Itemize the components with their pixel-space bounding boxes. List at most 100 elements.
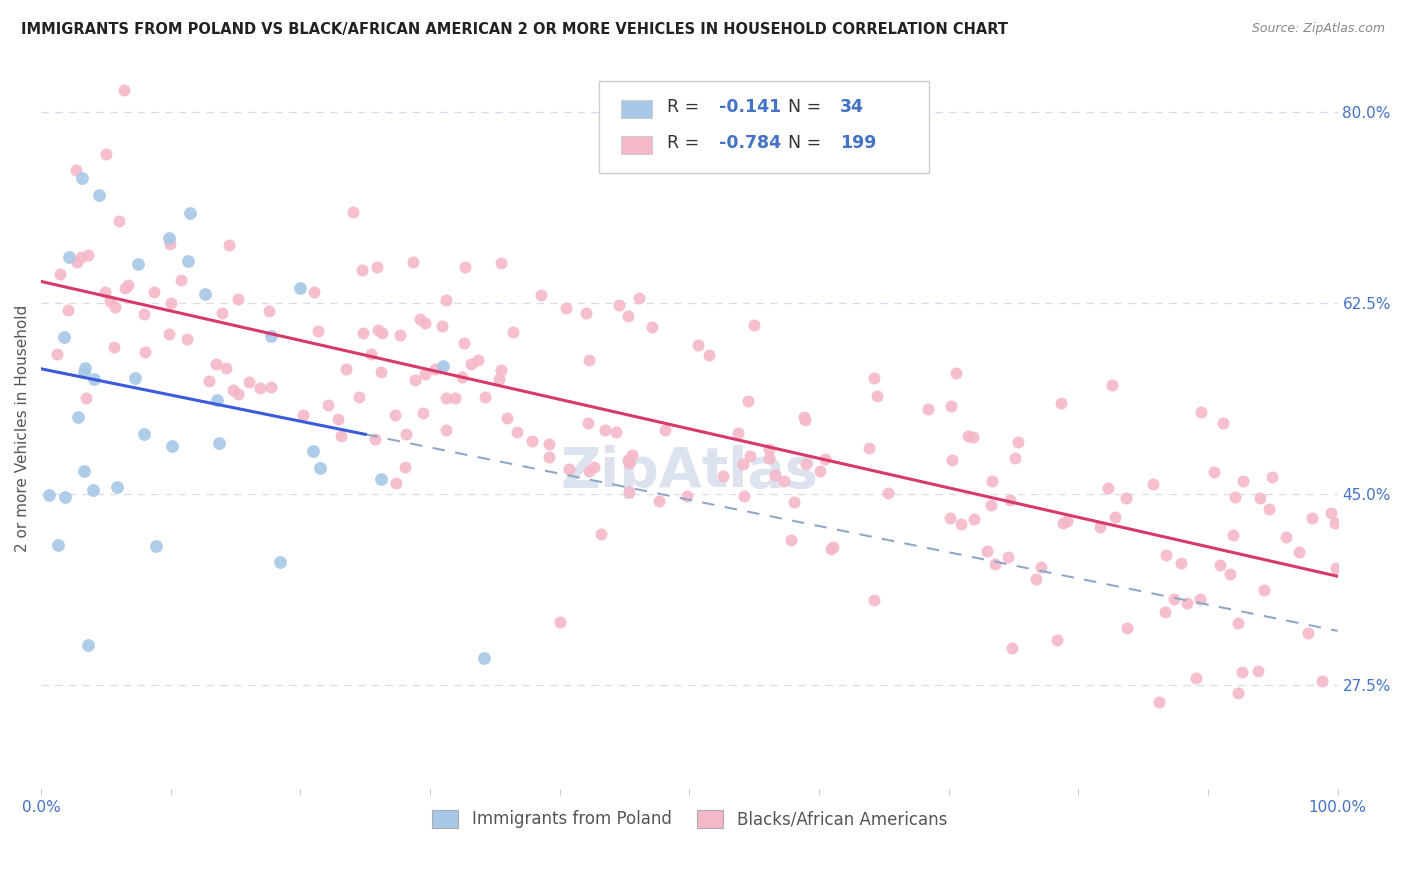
Text: R =: R = [668, 135, 704, 153]
Point [1189, 405, 1212, 419]
Point [877, 485, 900, 500]
Point [945, 366, 967, 380]
Point [1301, 511, 1323, 525]
Point [619, 456, 641, 470]
Point [1004, 450, 1026, 465]
Point [104, 300, 127, 314]
Point [616, 453, 638, 467]
Text: ZipAtlas: ZipAtlas [561, 445, 818, 500]
Point [467, 352, 489, 367]
Point [453, 336, 475, 351]
Point [204, 357, 226, 371]
Point [436, 391, 458, 405]
Point [1222, 527, 1244, 541]
Text: N =: N = [787, 135, 827, 153]
Point [620, 449, 643, 463]
Point [226, 387, 249, 401]
FancyBboxPatch shape [620, 136, 652, 153]
Point [980, 474, 1002, 488]
Point [1052, 516, 1074, 531]
Point [134, 345, 156, 359]
Point [558, 462, 581, 476]
Point [222, 383, 245, 397]
Point [412, 406, 434, 420]
Point [593, 423, 616, 437]
Point [69, 251, 91, 265]
Point [1247, 664, 1270, 678]
Point [1227, 616, 1250, 631]
Point [950, 517, 973, 532]
Point [1202, 465, 1225, 479]
Point [425, 362, 447, 376]
Point [793, 413, 815, 427]
Point [607, 298, 630, 312]
Point [1232, 475, 1254, 489]
Point [939, 399, 962, 413]
Point [773, 475, 796, 489]
Point [938, 511, 960, 525]
Point [758, 442, 780, 456]
Point [117, 277, 139, 292]
Point [1219, 566, 1241, 581]
Point [94, 146, 117, 161]
Point [404, 373, 426, 387]
Point [814, 452, 837, 467]
Point [114, 281, 136, 295]
Point [779, 533, 801, 548]
Point [1104, 509, 1126, 524]
Point [103, 340, 125, 354]
Point [472, 651, 495, 665]
Point [1115, 491, 1137, 505]
Point [105, 480, 128, 494]
Point [451, 369, 474, 384]
Point [520, 434, 543, 448]
Point [865, 388, 887, 402]
Point [583, 460, 606, 475]
Point [329, 429, 352, 443]
Point [205, 393, 228, 408]
Point [49, 267, 72, 281]
Point [194, 286, 217, 301]
Point [1007, 434, 1029, 449]
Point [208, 435, 231, 450]
Point [858, 442, 880, 456]
Point [808, 464, 831, 478]
Point [502, 326, 524, 340]
Point [733, 489, 755, 503]
Point [159, 236, 181, 251]
Point [976, 544, 998, 558]
Point [1230, 665, 1253, 679]
Point [215, 361, 238, 376]
Point [686, 338, 709, 352]
Point [370, 365, 392, 379]
Point [984, 557, 1007, 571]
Point [460, 357, 482, 371]
Point [179, 206, 201, 220]
Point [66, 410, 89, 425]
Point [409, 312, 432, 326]
Point [578, 416, 600, 430]
Point [160, 439, 183, 453]
Point [1288, 545, 1310, 559]
Point [53, 330, 76, 344]
Point [763, 467, 786, 482]
Point [1142, 477, 1164, 491]
Point [65, 162, 87, 177]
Point [862, 371, 884, 385]
Point [349, 390, 371, 404]
Point [1177, 596, 1199, 610]
Point [641, 320, 664, 334]
Point [413, 367, 436, 381]
Point [530, 288, 553, 302]
Point [1025, 573, 1047, 587]
Point [1185, 671, 1208, 685]
Point [304, 285, 326, 300]
Point [727, 425, 749, 440]
Point [75, 391, 97, 405]
Point [591, 527, 613, 541]
Point [1227, 686, 1250, 700]
Point [432, 319, 454, 334]
Point [434, 293, 457, 307]
Point [124, 371, 146, 385]
Point [1296, 625, 1319, 640]
